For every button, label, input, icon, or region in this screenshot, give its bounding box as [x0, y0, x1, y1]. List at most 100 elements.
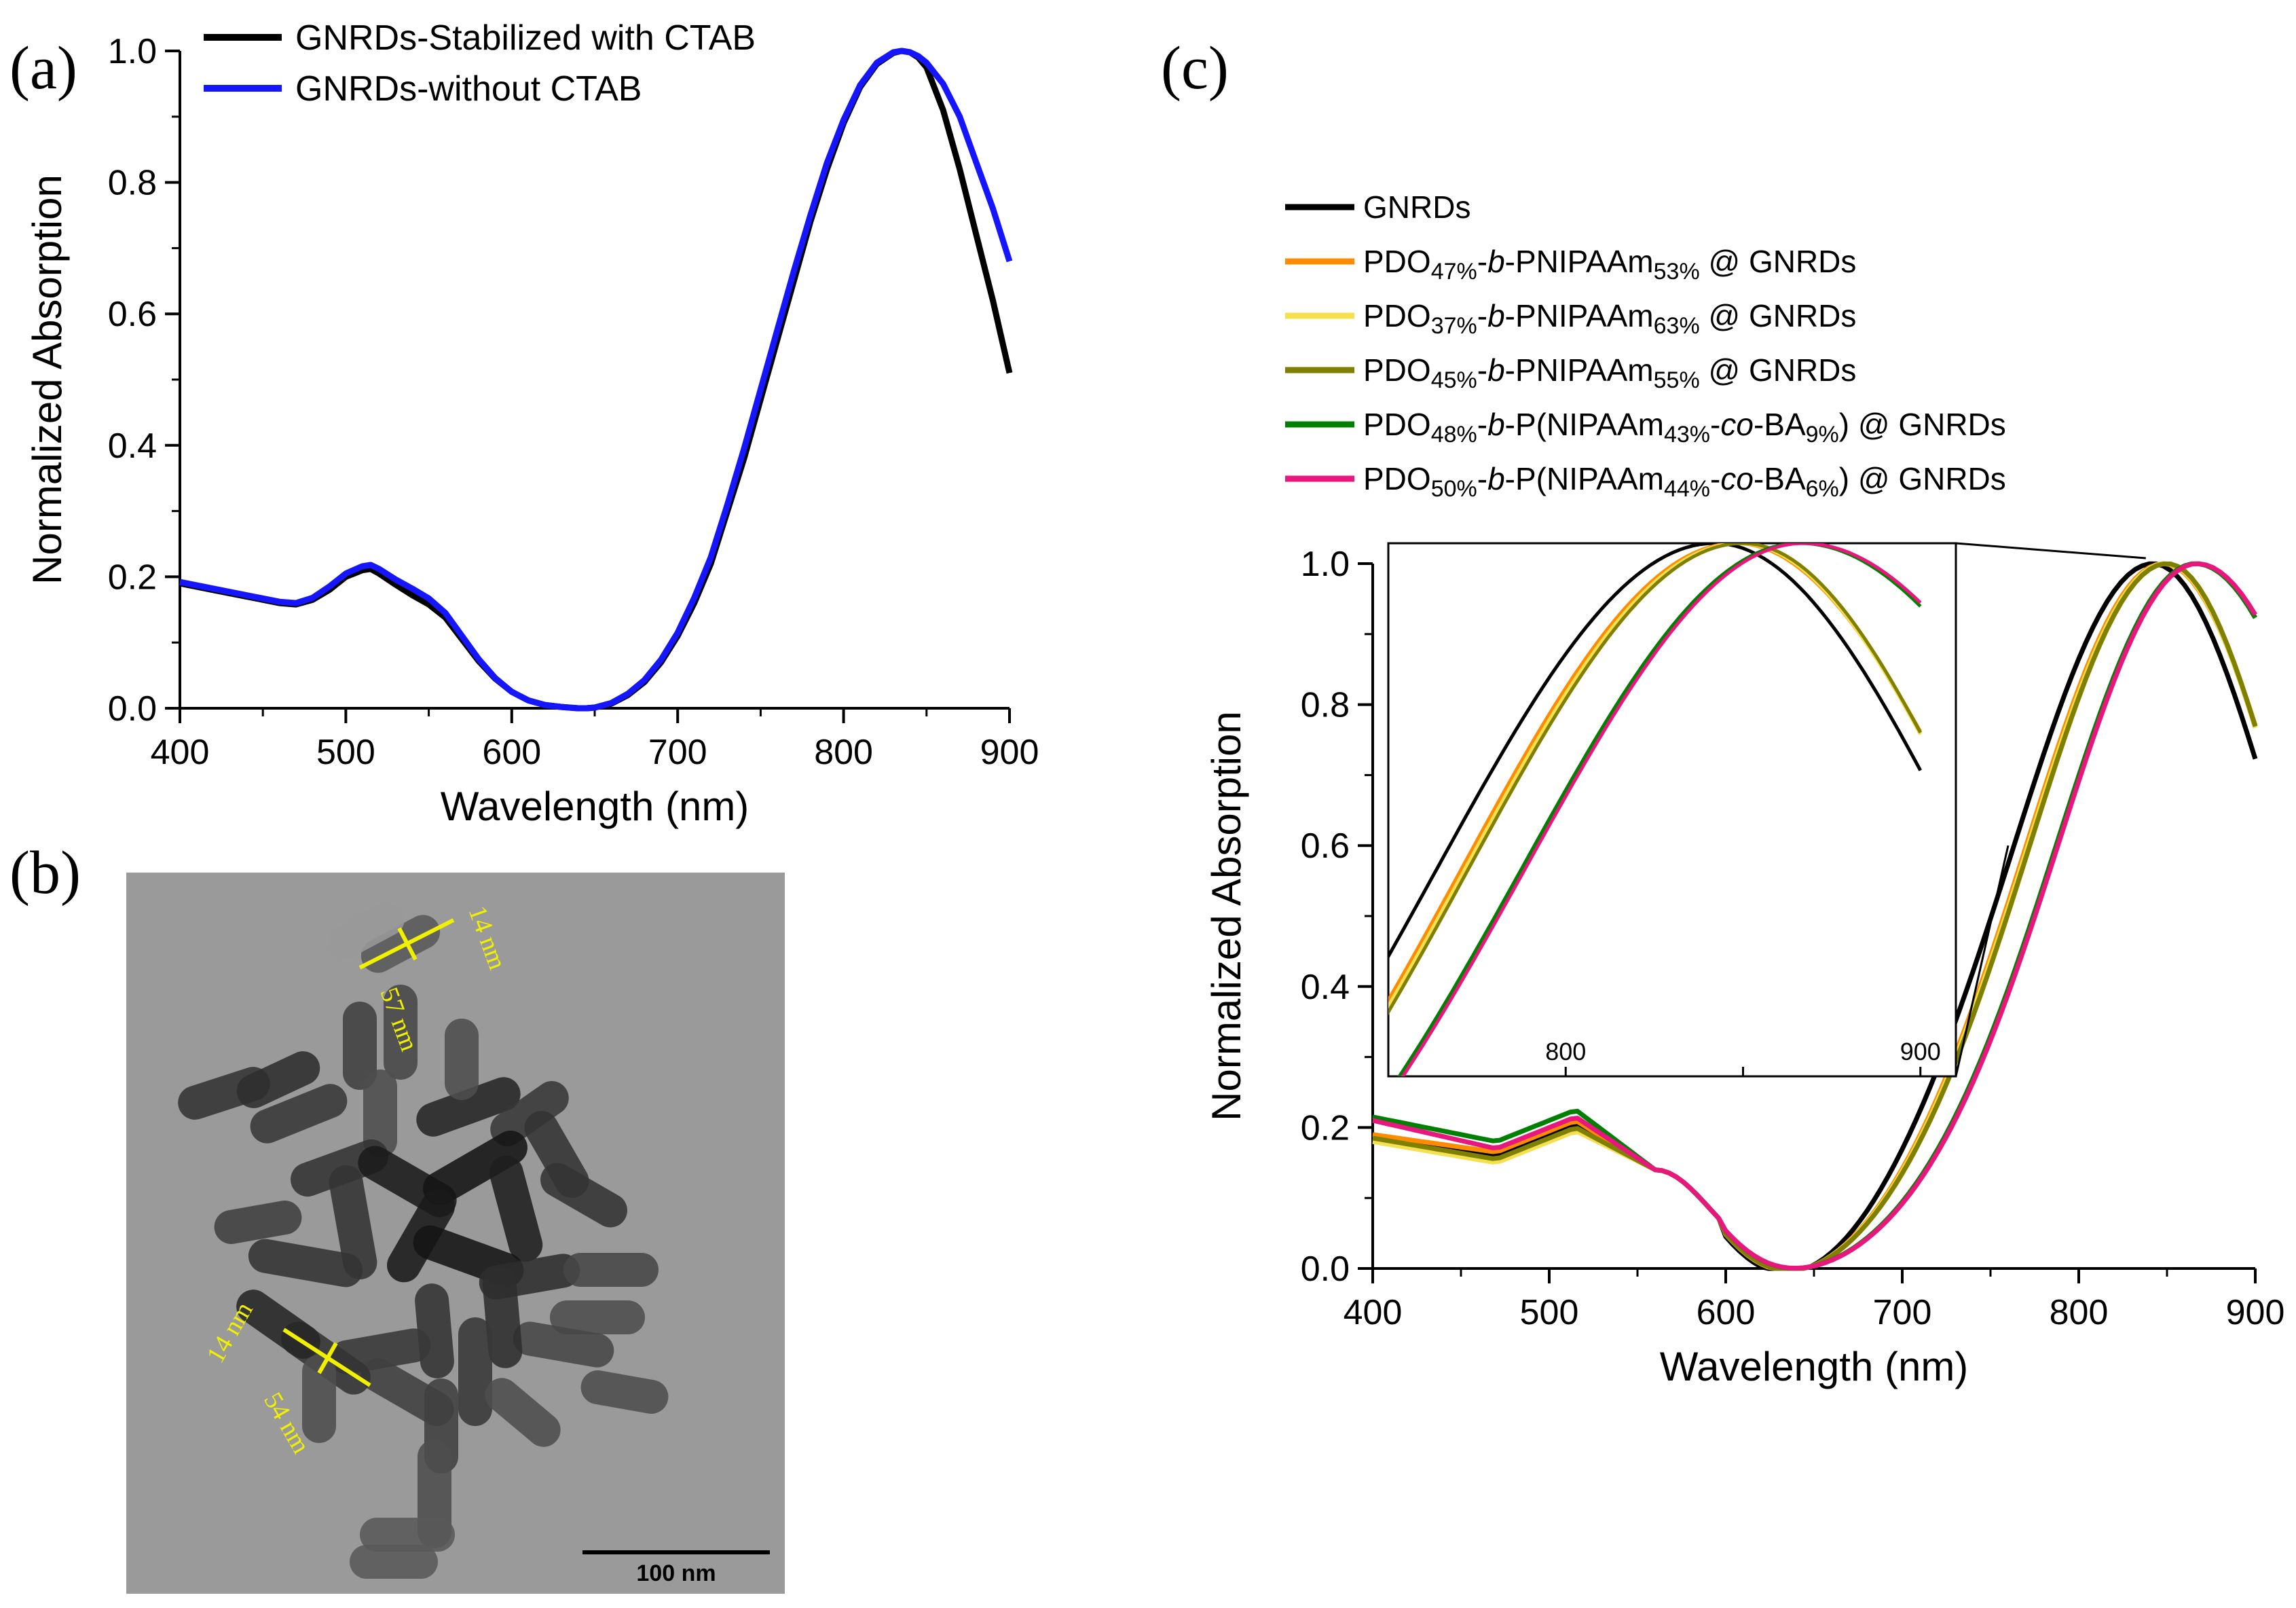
- chart-a-y-tick-label: 0.2: [108, 558, 157, 597]
- chart-c-inset-frame: [1387, 542, 1957, 1078]
- tem-scale-bar-label: 100 nm: [636, 1560, 716, 1586]
- chart-c-inset-series-4: [1388, 543, 1922, 1016]
- chart-c-legend-label-part: GNRDs: [1363, 189, 1470, 225]
- chart-c-legend-label: PDO37%-b-PNIPAAm63% @ GNRDs: [1363, 298, 1856, 339]
- tem-rod: [343, 1002, 377, 1090]
- chart-c-x-tick-label: 600: [1697, 1293, 1756, 1332]
- chart-c-legend-label: PDO47%-b-PNIPAAm53% @ GNRDs: [1363, 244, 1856, 285]
- chart-a-series-1: [179, 48, 1013, 712]
- chart-c-legend-label-part: -: [1477, 461, 1487, 496]
- chart-c-inset-connector-top: [1955, 542, 2146, 560]
- tem-rod: [489, 1155, 543, 1262]
- chart-c-legend-label-part: @ GNRDs: [1700, 298, 1857, 333]
- tem-rod: [250, 1084, 348, 1144]
- chart-c-legend-label-part: -: [1710, 407, 1720, 442]
- tem-rods: [178, 902, 669, 1579]
- tem-rod: [458, 1317, 492, 1426]
- chart-c-y-tick-label: 1.0: [1301, 545, 1350, 584]
- chart-c-legend-label-part: -: [1477, 352, 1487, 388]
- chart-c-legend-label-part: -PNIPAAm: [1505, 298, 1654, 333]
- chart-c-legend: GNRDs PDO47%-b-PNIPAAm53% @ GNRDs PDO37%-b…: [1285, 189, 2006, 502]
- chart-a-y-tick-label: 0.0: [108, 689, 157, 729]
- chart-c-legend-label-part: PDO: [1363, 298, 1431, 333]
- tem-rod: [384, 985, 418, 1080]
- tem-rod: [563, 1253, 659, 1287]
- chart-c-x-tick-label: 900: [2226, 1293, 2285, 1332]
- tem-rod: [540, 1163, 627, 1228]
- chart-c-legend-label-part: @ GNRDs: [1700, 244, 1857, 279]
- tem-rod: [580, 1370, 669, 1414]
- chart-c-legend-label-part: PDO: [1363, 352, 1431, 388]
- tem-rod: [550, 1300, 645, 1334]
- chart-a-x-tick-label: 500: [316, 733, 375, 772]
- chart-c-legend-label-part: 6%: [1806, 476, 1839, 502]
- chart-a-series-2: [179, 48, 1013, 712]
- tem-rod: [302, 1355, 336, 1443]
- chart-a-x-axis-title: Wavelength (nm): [441, 784, 749, 829]
- chart-c-legend-label-part: 44%: [1664, 476, 1710, 502]
- chart-c-legend-label-part: -BA: [1754, 461, 1806, 496]
- chart-c-y-axis-title: Normalized Absorption: [1204, 711, 1249, 1121]
- chart-c-legend-label-part: -BA: [1754, 407, 1806, 442]
- tem-rod: [350, 1545, 438, 1579]
- chart-c-legend-label-part: @ GNRDs: [1700, 352, 1857, 388]
- tem-rod: [513, 1321, 614, 1368]
- chart-c-legend-label-part: b: [1487, 244, 1505, 279]
- chart-c-legend-label-part: -: [1477, 298, 1487, 333]
- tem-rod: [248, 1239, 363, 1287]
- chart-c-legend-label: PDO48%-b-P(NIPAAm43%-co-BA9%) @ GNRDs: [1363, 407, 2006, 447]
- chart-c-inset-connector-bottom: [1955, 845, 2010, 1077]
- chart-c-x-axis-title: Wavelength (nm): [1660, 1344, 1969, 1389]
- chart-c-legend-label-part: PDO: [1363, 407, 1431, 442]
- chart-c-legend-label-part: co: [1720, 407, 1754, 442]
- chart-a-x-tick-label: 600: [482, 733, 541, 772]
- chart-c-inset-series-3: [1388, 543, 1922, 1010]
- tem-rod: [360, 1518, 455, 1552]
- chart-c-x-tick-label: 800: [2050, 1293, 2109, 1332]
- tem-rod: [416, 1077, 521, 1137]
- tem-rod: [363, 1070, 397, 1158]
- chart-c-legend-label-part: 47%: [1431, 259, 1477, 285]
- chart-a-x-tick-label: 400: [151, 733, 210, 772]
- chart-c-legend-label-part: 9%: [1806, 422, 1839, 447]
- tem-rod: [445, 1019, 479, 1100]
- chart-c-legend-label: PDO50%-b-P(NIPAAm44%-co-BA6%) @ GNRDs: [1363, 461, 2006, 502]
- chart-c-legend-label-part: ) @ GNRDs: [1839, 461, 2006, 496]
- chart-c-legend-label-part: -: [1477, 407, 1487, 442]
- tem-rod: [329, 902, 405, 959]
- chart-c-series-6: [1372, 561, 2257, 1271]
- panel-b-label: (b): [10, 839, 81, 907]
- chart-c-legend-label-part: 63%: [1654, 313, 1700, 339]
- tem-rod: [214, 1201, 302, 1244]
- chart-c-legend-label-part: PDO: [1363, 461, 1431, 496]
- chart-c-legend-label-part: b: [1487, 298, 1505, 333]
- tem-image: 100 nm 14 nm 57 nm 14 nm 54 nm: [126, 873, 785, 1594]
- chart-c-y-tick-label: 0.6: [1301, 826, 1350, 866]
- chart-c-legend-label-part: 43%: [1664, 422, 1710, 447]
- chart-c-legend-label-part: -P(NIPAAm: [1505, 461, 1664, 496]
- chart-a-y-axis-title: Normalized Absorption: [24, 175, 70, 585]
- chart-c-x-tick-label: 500: [1520, 1293, 1579, 1332]
- chart-c-legend-label-part: -PNIPAAm: [1505, 244, 1654, 279]
- chart-a-x-tick-label: 700: [648, 733, 707, 772]
- tem-width-tick-bottom: [317, 1342, 338, 1374]
- chart-a: 400 500 600 700 800 900 0.0 0.2 0.4 0.6 0.8 1.0 Wave…: [24, 18, 1039, 829]
- chart-a-legend-label: GNRDs-Stabilized with CTAB: [295, 18, 756, 58]
- chart-c-inset-x-tick-label: 900: [1900, 1038, 1941, 1065]
- chart-c-legend-label: GNRDs: [1363, 189, 1470, 225]
- tem-rod: [490, 1081, 569, 1146]
- chart-c-legend-label-part: -PNIPAAm: [1505, 352, 1654, 388]
- chart-c-legend-label-part: -: [1710, 461, 1720, 496]
- tem-rod: [482, 1266, 523, 1368]
- chart-c-inset-series-6: [1401, 543, 1922, 1076]
- tem-rod: [329, 1165, 377, 1280]
- chart-c-legend-label-part: 55%: [1654, 367, 1700, 393]
- chart-a-x-tick-label: 800: [814, 733, 873, 772]
- chart-c-legend-label-part: 48%: [1431, 422, 1477, 447]
- tem-rod: [236, 1051, 320, 1108]
- panel-c-label: (c): [1161, 35, 1229, 102]
- chart-c-x-tick-label: 400: [1344, 1293, 1403, 1332]
- tem-rod: [423, 1131, 527, 1205]
- chart-c-y-tick-label: 0.2: [1301, 1108, 1350, 1148]
